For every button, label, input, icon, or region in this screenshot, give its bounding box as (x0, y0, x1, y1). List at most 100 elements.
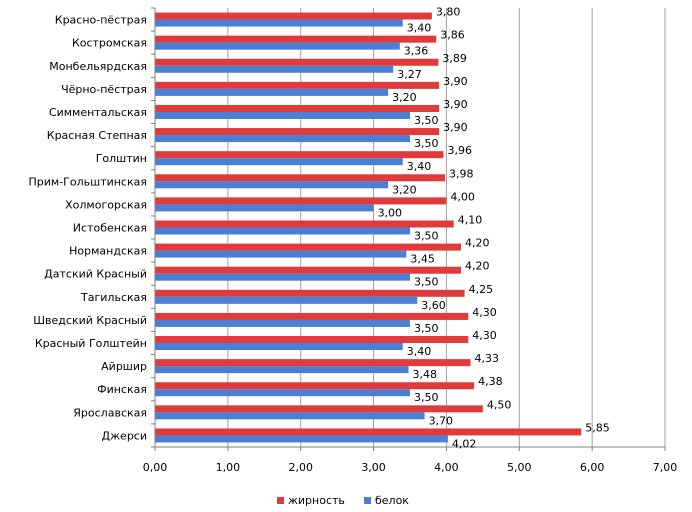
bar-protein (155, 296, 418, 304)
bar-protein (155, 366, 409, 374)
category-label: Нормандская (69, 245, 147, 258)
data-label-fat: 4,00 (450, 190, 475, 203)
category-label: Костромская (72, 37, 147, 50)
bar-fat (155, 359, 471, 367)
data-label-fat: 4,38 (478, 375, 503, 388)
bar-protein (155, 158, 403, 166)
data-label-protein: 3,36 (404, 45, 429, 58)
bar-fat (155, 266, 461, 274)
data-label-protein: 3,48 (413, 368, 438, 381)
bar-protein (155, 412, 425, 420)
data-label-fat: 4,20 (465, 260, 490, 273)
category-label: Чёрно-пёстрая (61, 83, 147, 96)
bar-protein (155, 204, 374, 212)
data-label-fat: 4,30 (472, 329, 497, 342)
data-label-fat: 4,10 (458, 214, 483, 227)
legend-swatch-fat (277, 497, 284, 504)
category-label: Красная Степная (47, 129, 147, 142)
data-label-fat: 3,89 (442, 52, 467, 65)
data-label-protein: 3,50 (414, 137, 439, 150)
data-label-fat: 3,90 (443, 75, 468, 88)
bar-fat (155, 174, 445, 182)
bar-fat (155, 428, 582, 436)
bar-protein (155, 111, 410, 119)
bar-fat (155, 197, 447, 205)
category-label: Монбельярдская (49, 60, 147, 73)
category-label: Джерси (102, 429, 147, 442)
x-tick-label: 6,00 (580, 461, 605, 474)
bar-fat (155, 243, 461, 251)
bar-protein (155, 181, 389, 189)
bar-fat (155, 220, 454, 228)
bar-protein (155, 88, 389, 96)
data-label-fat: 4,20 (465, 237, 490, 250)
bar-fat (155, 382, 475, 390)
data-label-protein: 3,40 (407, 22, 432, 35)
data-label-fat: 3,98 (449, 167, 474, 180)
x-tick-label: 5,00 (507, 461, 532, 474)
legend-label-fat: жирность (288, 494, 345, 507)
data-label-protein: 3,40 (407, 345, 432, 358)
bar-fat (155, 104, 440, 112)
category-label: Ярославская (73, 406, 147, 419)
x-tick-label: 3,00 (361, 461, 386, 474)
bar-protein (155, 42, 400, 50)
bar-protein (155, 389, 410, 397)
bar-fat (155, 336, 469, 344)
bars (155, 12, 582, 443)
x-tick-label: 4,00 (434, 461, 459, 474)
bar-fat (155, 405, 483, 413)
data-label-fat: 3,86 (440, 29, 465, 42)
bar-protein (155, 435, 448, 443)
data-label-protein: 4,02 (452, 437, 477, 450)
bar-protein (155, 273, 410, 281)
data-label-protein: 3,27 (397, 68, 422, 81)
category-label: Красно-пёстрая (55, 14, 147, 27)
category-label: Голштин (96, 152, 147, 165)
data-label-protein: 3,40 (407, 160, 432, 173)
bar-fat (155, 58, 439, 66)
data-label-protein: 3,50 (414, 230, 439, 243)
value-labels: 3,80 3,40 3,86 3,36 3,89 3,27 3,90 3,20 3,90 3,50… (378, 6, 610, 451)
data-label-fat: 3,96 (448, 144, 473, 157)
bar-protein (155, 227, 410, 235)
axes (151, 7, 666, 451)
category-label: Шведский Красный (33, 314, 147, 327)
data-label-fat: 3,80 (436, 6, 461, 19)
x-tick-label: 2,00 (288, 461, 313, 474)
data-label-protein: 3,50 (414, 391, 439, 404)
category-label: Прим-Гольштинская (29, 175, 148, 188)
data-label-protein: 3,50 (414, 322, 439, 335)
data-label-fat: 4,33 (474, 352, 499, 365)
bar-protein (155, 65, 394, 73)
bar-fat (155, 312, 469, 320)
category-label: Финская (97, 383, 147, 396)
category-labels: Красно-пёстрая Костромская Монбельярдская Ч… (29, 14, 148, 443)
x-tick-labels: 0,00 1,00 2,00 3,00 4,00 5,00 6,00 7,00 (143, 461, 678, 474)
x-tick-label: 1,00 (216, 461, 241, 474)
category-label: Датский Красный (44, 268, 147, 281)
bar-fat (155, 81, 440, 89)
bar-protein (155, 250, 407, 258)
category-label: Истобенская (73, 222, 147, 235)
bar-protein (155, 319, 410, 327)
data-label-protein: 3,45 (410, 253, 435, 266)
data-label-fat: 4,30 (472, 306, 497, 319)
data-label-protein: 3,70 (429, 414, 454, 427)
bar-fat (155, 128, 440, 136)
data-label-fat: 4,25 (469, 283, 494, 296)
data-label-protein: 3,20 (392, 183, 417, 196)
data-label-fat: 3,90 (443, 98, 468, 111)
bar-fat (155, 35, 437, 43)
data-label-protein: 3,60 (421, 299, 446, 312)
data-label-protein: 3,50 (414, 276, 439, 289)
x-tick-label: 0,00 (143, 461, 168, 474)
bar-protein (155, 19, 403, 27)
data-label-fat: 3,90 (443, 121, 468, 134)
legend-label-protein: белок (375, 494, 409, 507)
bar-protein (155, 135, 410, 143)
legend-swatch-protein (364, 497, 371, 504)
x-tick-label: 7,00 (653, 461, 678, 474)
category-label: Холмогорская (65, 198, 147, 211)
